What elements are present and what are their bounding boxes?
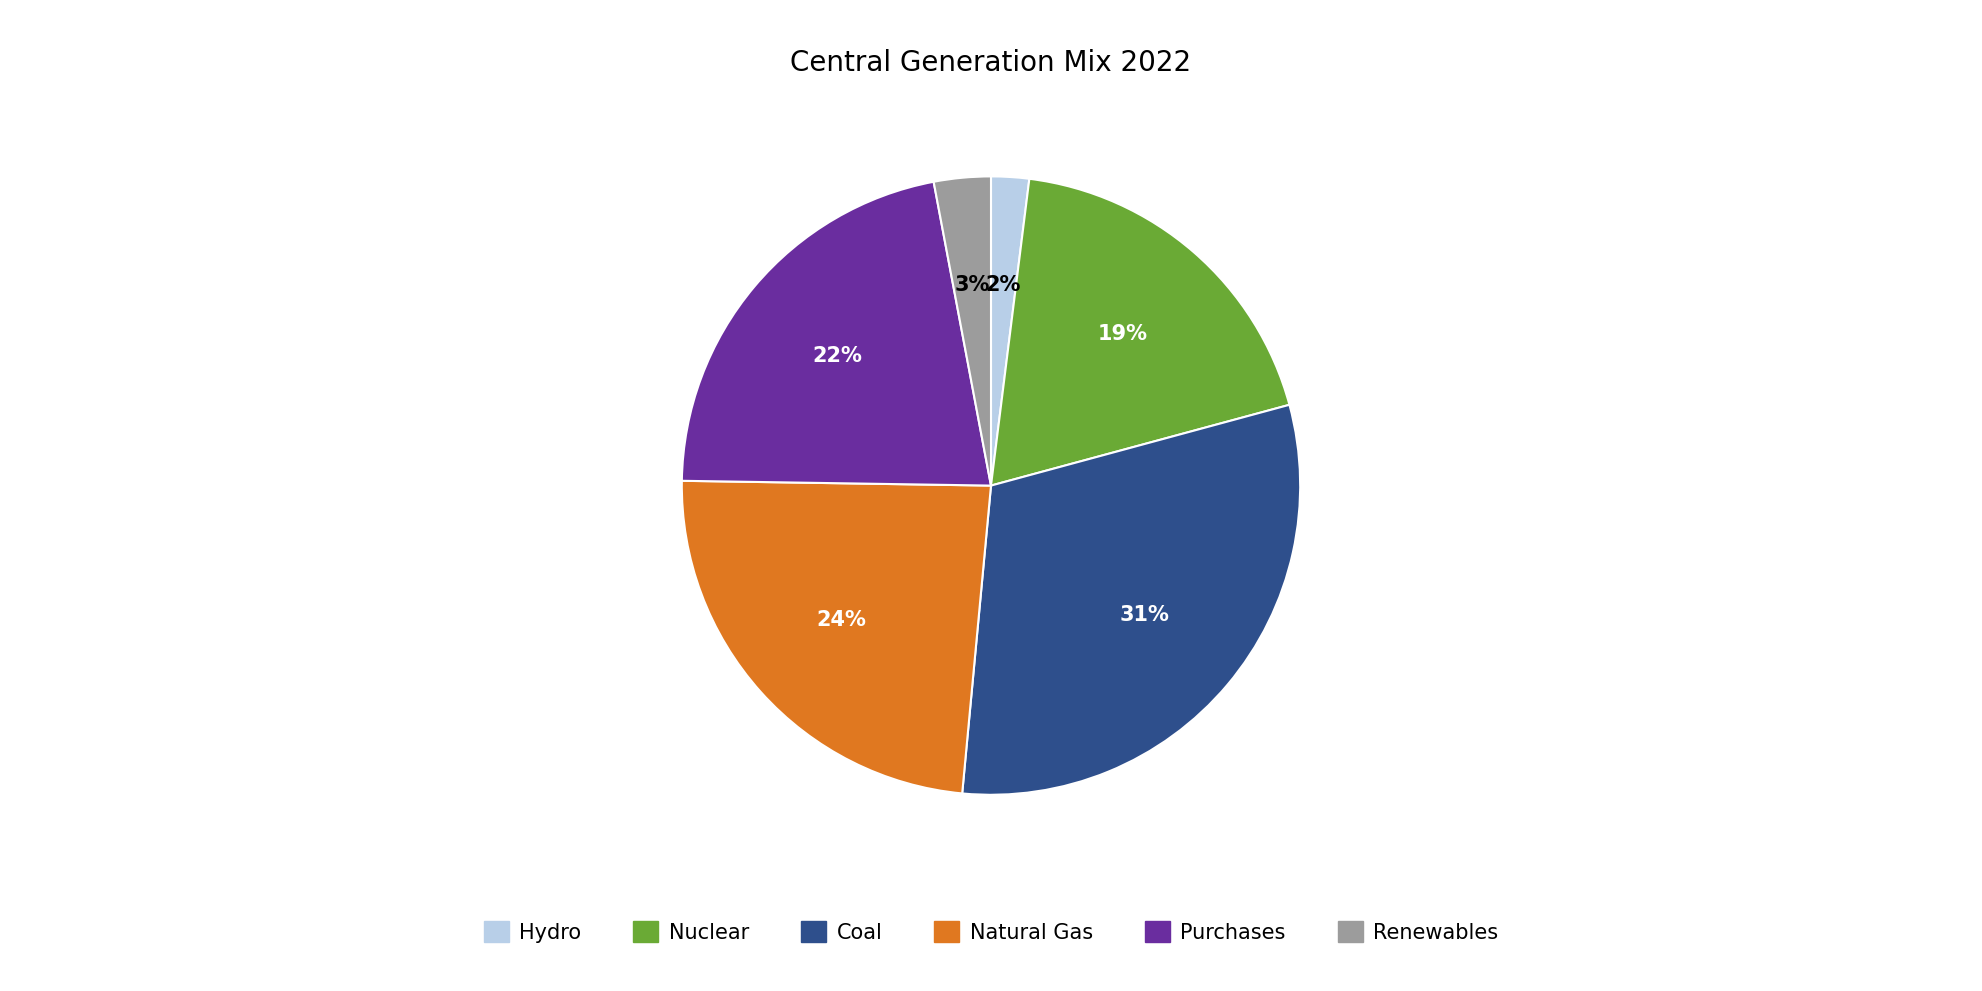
Text: 3%: 3% bbox=[955, 275, 989, 295]
Wedge shape bbox=[682, 481, 991, 794]
Wedge shape bbox=[991, 176, 1029, 486]
Text: 22%: 22% bbox=[813, 346, 862, 366]
Wedge shape bbox=[991, 178, 1290, 486]
Text: 19%: 19% bbox=[1098, 324, 1148, 344]
Legend: Hydro, Nuclear, Coal, Natural Gas, Purchases, Renewables: Hydro, Nuclear, Coal, Natural Gas, Purch… bbox=[476, 913, 1506, 950]
Text: 31%: 31% bbox=[1120, 606, 1169, 625]
Wedge shape bbox=[961, 404, 1300, 795]
Title: Central Generation Mix 2022: Central Generation Mix 2022 bbox=[791, 50, 1191, 77]
Text: 24%: 24% bbox=[817, 609, 866, 629]
Wedge shape bbox=[682, 181, 991, 486]
Text: 2%: 2% bbox=[985, 275, 1021, 295]
Wedge shape bbox=[934, 176, 991, 486]
